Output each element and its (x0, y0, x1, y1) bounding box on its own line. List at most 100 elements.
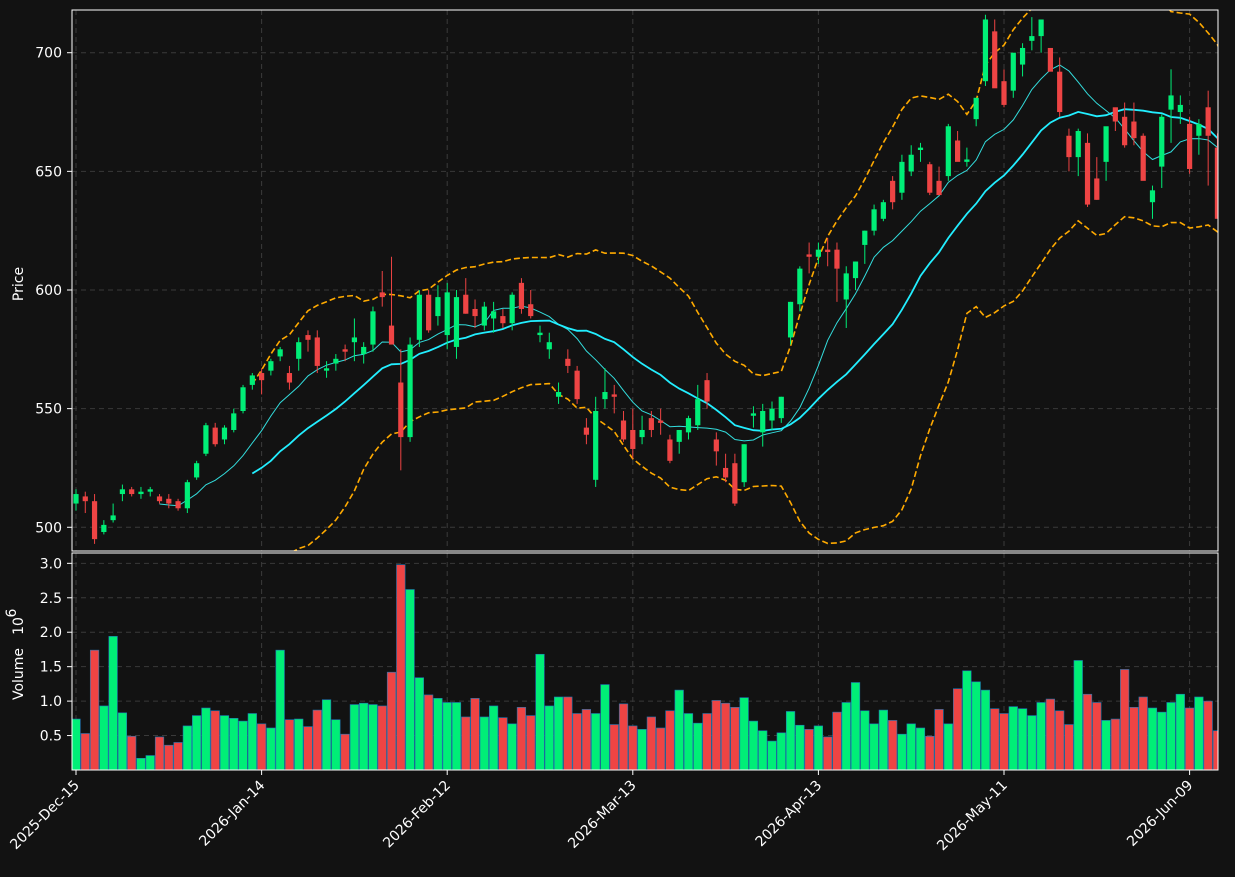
candle-body (639, 430, 644, 437)
candle (1187, 117, 1192, 174)
volume-bar (898, 734, 907, 770)
candle (185, 480, 190, 513)
candle-body (871, 209, 876, 230)
candle-body (1113, 107, 1118, 121)
volume-bar (406, 590, 415, 770)
volume-bar (229, 718, 238, 770)
candle-body (769, 409, 774, 421)
candle (92, 494, 97, 544)
candle-body (472, 309, 477, 316)
candle-body (1196, 124, 1201, 136)
candle-body (760, 411, 765, 432)
volume-bar (740, 698, 749, 770)
volume-bar (90, 650, 99, 770)
candle (426, 290, 431, 333)
volume-bar (888, 720, 897, 770)
price-tick-label: 500 (35, 520, 62, 536)
candle-body (983, 19, 988, 81)
volume-bar (452, 702, 461, 770)
volume-bar (647, 717, 656, 770)
volume-bar (861, 711, 870, 770)
candle-body (482, 307, 487, 326)
volume-bar (638, 729, 647, 770)
candle-body (463, 295, 468, 314)
candle-body (602, 392, 607, 399)
volume-bar (990, 709, 999, 770)
candle-body (222, 428, 227, 440)
candle-body (556, 392, 561, 397)
volume-bar (1046, 699, 1055, 770)
volume-bar (768, 741, 777, 770)
candle-body (1187, 124, 1192, 169)
candle-body (649, 418, 654, 430)
volume-bar (192, 716, 201, 770)
candle-body (1103, 126, 1108, 162)
candle-body (407, 345, 412, 438)
candle (575, 366, 580, 404)
candle-body (352, 337, 357, 342)
candle-body (992, 31, 997, 88)
candle-body (825, 250, 830, 252)
candle-body (742, 444, 747, 482)
volume-bar (267, 728, 276, 770)
candle-body (1178, 105, 1183, 112)
candle-body (899, 162, 904, 193)
candle-body (844, 273, 849, 299)
candle-body (630, 430, 635, 449)
candle-body (333, 359, 338, 364)
volume-bar (369, 705, 378, 770)
candle-body (1131, 122, 1136, 139)
volume-bar (564, 697, 573, 770)
volume-bar (257, 724, 266, 770)
volume-bar (1167, 702, 1176, 770)
candle (203, 423, 208, 456)
volume-bar (118, 713, 127, 770)
candle-body (101, 525, 106, 532)
volume-bar (1139, 697, 1148, 770)
candle-body (677, 430, 682, 442)
volume-bar (842, 702, 851, 770)
volume-bar (925, 736, 934, 770)
candle-body (157, 496, 162, 501)
candle-body (1076, 131, 1081, 157)
volume-bar (786, 711, 795, 770)
volume-bar (870, 724, 879, 770)
candle-body (807, 254, 812, 256)
candle-body (918, 148, 923, 150)
volume-bar (72, 719, 81, 770)
volume-bar (591, 714, 600, 770)
volume-bar (285, 720, 294, 770)
candle-body (389, 326, 394, 345)
volume-bar (434, 698, 443, 770)
candle-body (547, 342, 552, 349)
volume-bar (146, 756, 155, 770)
candle-body (370, 311, 375, 344)
volume-bar (202, 708, 211, 770)
candle-body (881, 202, 886, 219)
candle-body (491, 311, 496, 318)
candle-body (417, 295, 422, 340)
volume-bar (1111, 719, 1120, 770)
volume-bar (499, 718, 508, 770)
candle-body (1011, 53, 1016, 91)
volume-bar (1018, 709, 1027, 770)
volume-bar (1055, 711, 1064, 770)
volume-bar (703, 714, 712, 770)
candle-body (194, 463, 199, 477)
volume-bar (554, 697, 563, 770)
candle-body (704, 380, 709, 401)
candle-body (927, 164, 932, 192)
volume-bar (545, 706, 554, 770)
volume-bar (805, 729, 814, 770)
candle-body (361, 347, 366, 354)
volume-bar (424, 695, 433, 770)
candle-body (92, 501, 97, 539)
volume-bar (712, 700, 721, 770)
candle-body (612, 394, 617, 396)
volume-bar (1037, 702, 1046, 770)
volume-axis-label-text: Volume (11, 648, 27, 700)
candle-body (946, 126, 951, 176)
volume-bar (1102, 720, 1111, 770)
